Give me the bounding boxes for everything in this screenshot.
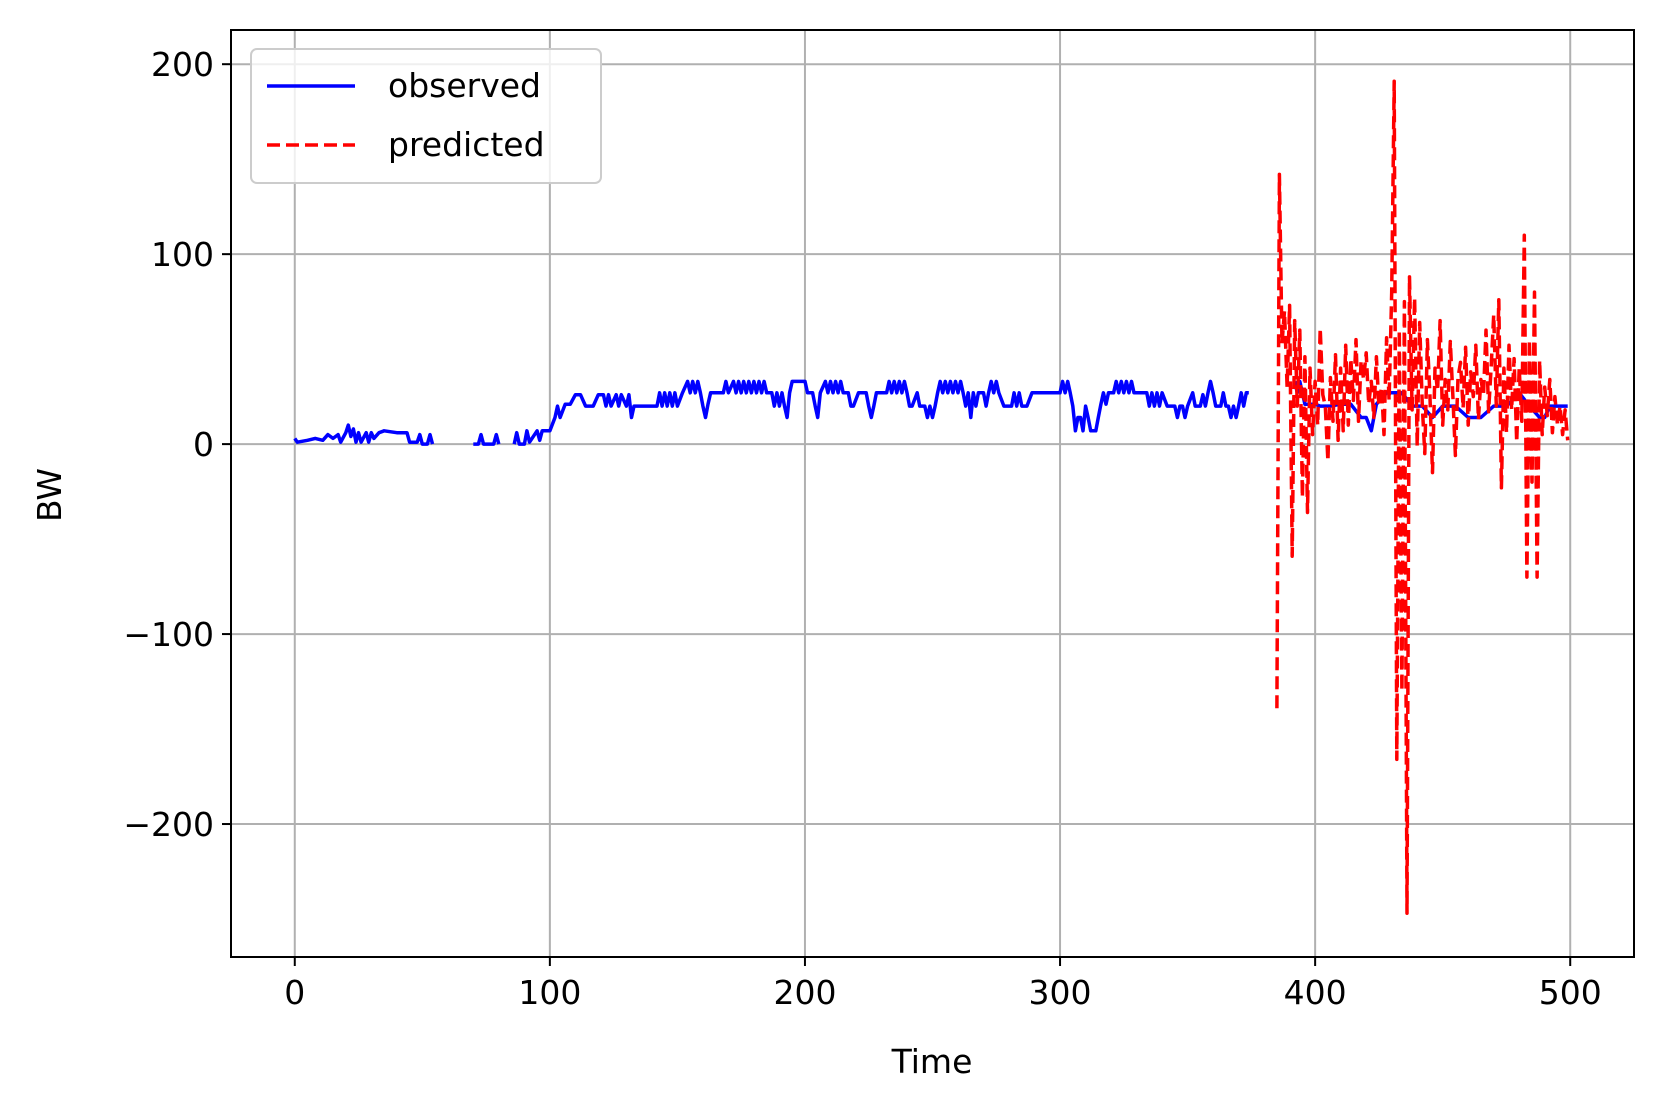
x-axis-label: Time: [891, 1042, 973, 1081]
y-tick-label: 100: [151, 235, 214, 274]
x-tick-label: 100: [518, 973, 581, 1012]
x-tick-label: 300: [1029, 973, 1092, 1012]
x-tick-label: 500: [1539, 973, 1602, 1012]
series-line-observed: [512, 379, 1249, 446]
series-line-predicted: [1275, 79, 1570, 916]
y-tick-label: 0: [193, 425, 214, 464]
grid-lines: [231, 30, 1634, 957]
y-tick-label: −100: [123, 615, 214, 654]
axis-ticks: 0 100 200 300 400 500 −200 −100 0 100 200: [123, 45, 1601, 1012]
x-tick-label: 0: [284, 973, 305, 1012]
x-tick-label: 400: [1284, 973, 1347, 1012]
legend-box: [250, 48, 602, 184]
y-axis-label: BW: [30, 468, 69, 522]
series-line-observed: [293, 423, 435, 446]
x-tick-label: 200: [773, 973, 836, 1012]
y-tick-label: −200: [123, 805, 214, 844]
series-layer: [293, 79, 1570, 916]
y-tick-label: 200: [151, 45, 214, 84]
legend-label-predicted: predicted: [388, 125, 545, 164]
series-line-observed: [473, 432, 501, 446]
legend: observed predicted: [250, 48, 602, 184]
legend-label-observed: observed: [388, 66, 541, 105]
plot-frame: [230, 29, 1635, 958]
